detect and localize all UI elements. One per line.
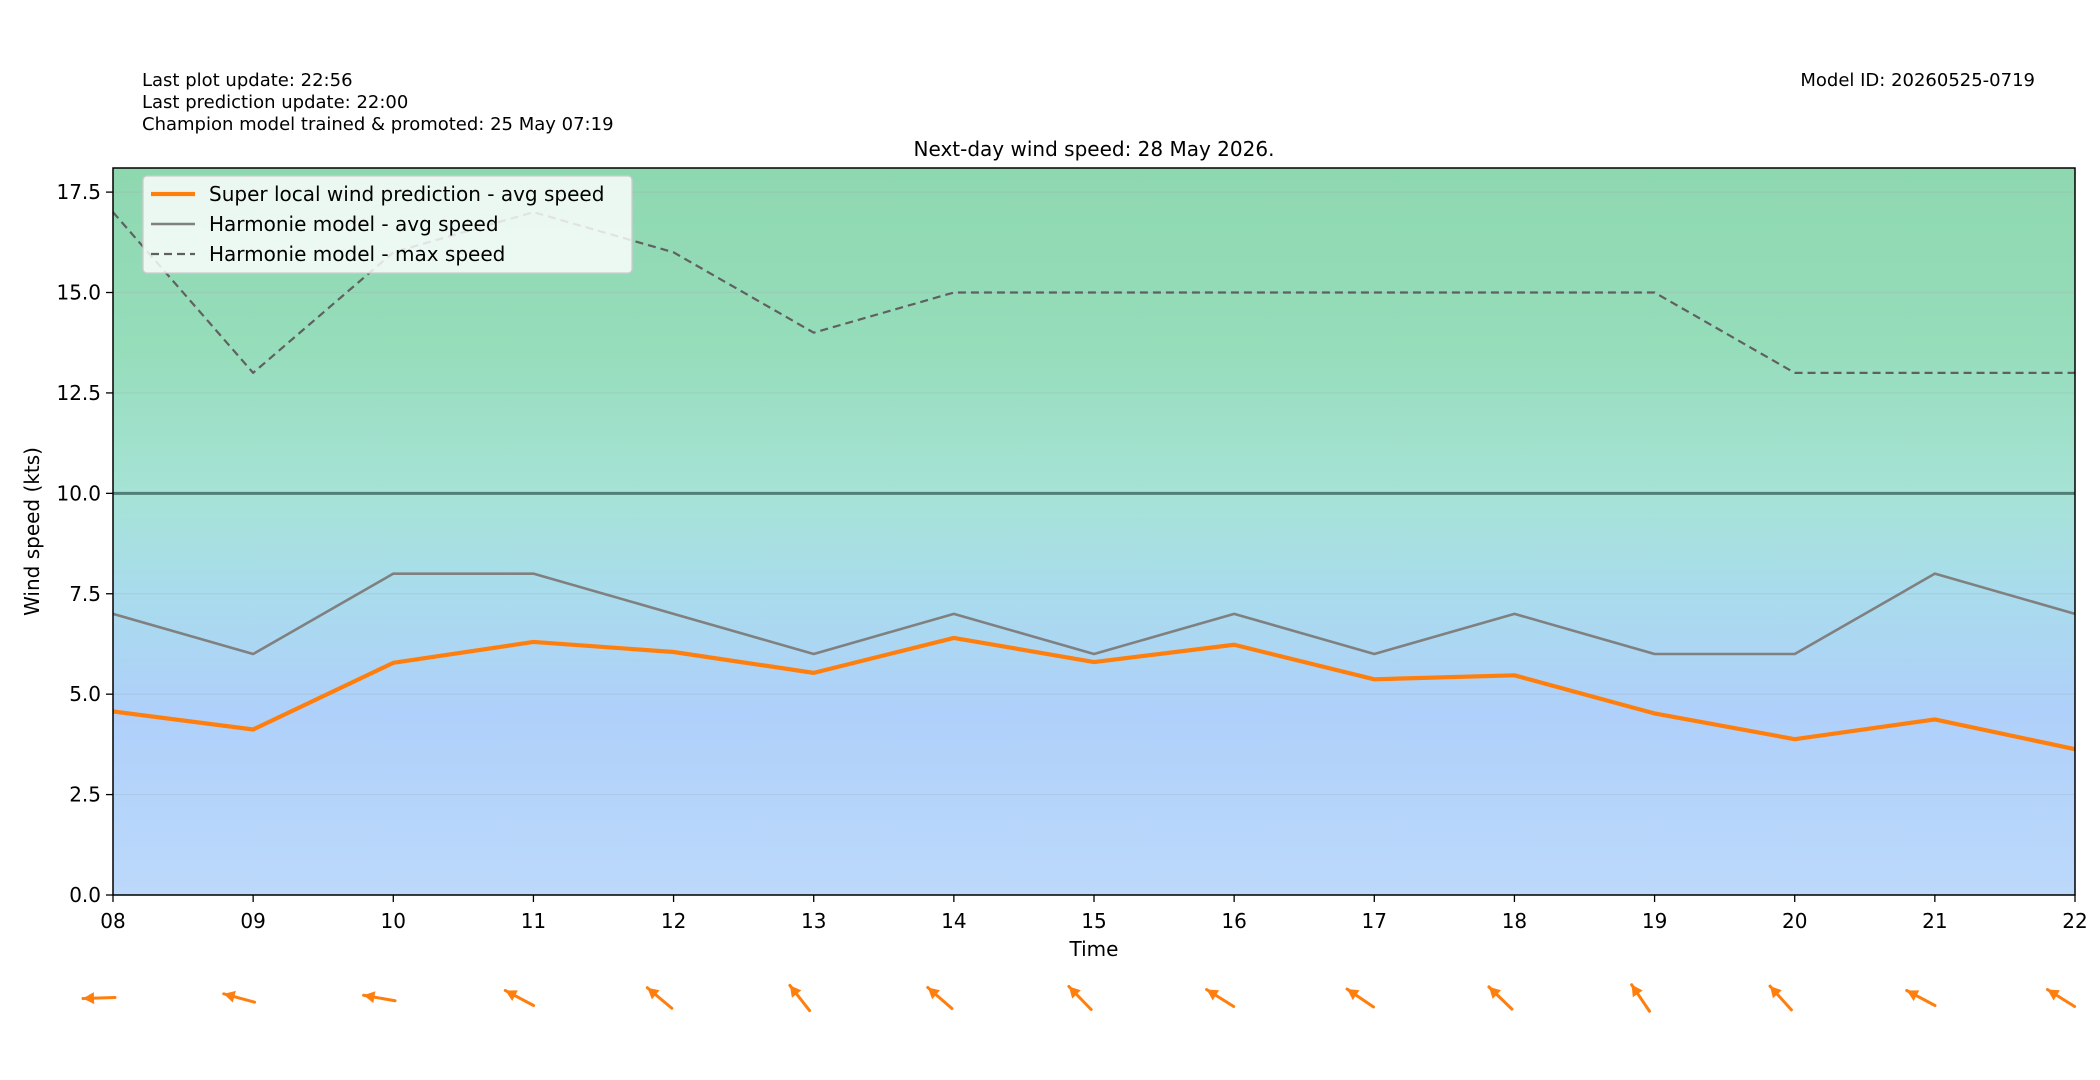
wind-arrow-head [1488, 986, 1501, 999]
y-tick-label: 12.5 [56, 381, 101, 405]
update-info: Last plot update: 22:56 Last prediction … [142, 70, 614, 136]
wind-arrow [362, 991, 397, 1004]
wind-arrow-head [1906, 990, 1920, 1001]
wind-arrow-head [789, 985, 802, 998]
x-tick-label: 08 [100, 909, 125, 933]
x-tick-label: 12 [661, 909, 686, 933]
plot-background [113, 168, 2075, 895]
x-tick-label: 15 [1081, 909, 1106, 933]
y-tick-label: 10.0 [56, 481, 101, 505]
wind-arrow [503, 988, 536, 1008]
y-tick-label: 7.5 [69, 582, 101, 606]
wind-arrow [1487, 985, 1514, 1011]
last-prediction-update: Last prediction update: 22:00 [142, 92, 409, 113]
wind-arrow [1905, 988, 1937, 1008]
wind-arrow [926, 986, 954, 1010]
wind-arrow [645, 986, 674, 1010]
legend: Super local wind prediction - avg speed H… [142, 175, 633, 274]
wind-arrow [1630, 983, 1652, 1013]
y-tick-label: 2.5 [69, 783, 101, 807]
x-axis-label: Time [1069, 937, 1119, 961]
y-tick-label: 0.0 [69, 883, 101, 907]
legend-label: Harmonie model - avg speed [209, 212, 499, 236]
wind-arrow-head [2047, 989, 2060, 1001]
wind-arrow [1768, 984, 1793, 1012]
chart-title: Next-day wind speed: 28 May 2026. [914, 137, 1275, 161]
series-line-harmonie-model-avg-speed [112, 572, 2076, 656]
wind-arrow-head [1347, 989, 1360, 1001]
wind-arrow-head [363, 991, 376, 1004]
wind-arrow-head [647, 987, 660, 1000]
wind-arrow [1067, 984, 1093, 1012]
x-tick-label: 22 [2062, 909, 2087, 933]
legend-label: Super local wind prediction - avg speed [209, 182, 604, 206]
x-tick-label: 20 [1782, 909, 1807, 933]
y-axis-label: Wind speed (kts) [20, 447, 44, 616]
series-line-super-local-wind-prediction-avg-speed [112, 635, 2076, 752]
wind-arrow-head [83, 992, 95, 1005]
x-tick-label: 17 [1362, 909, 1387, 933]
x-tick-label: 10 [381, 909, 406, 933]
wind-arrow-head [1068, 986, 1081, 999]
wind-arrow [1345, 987, 1376, 1009]
y-tick-label: 5.0 [69, 682, 101, 706]
last-plot-update: Last plot update: 22:56 [142, 70, 353, 91]
wind-arrow [222, 990, 257, 1004]
x-tick-label: 18 [1502, 909, 1527, 933]
legend-label: Harmonie model - max speed [209, 242, 505, 266]
x-tick-label: 16 [1221, 909, 1246, 933]
wind-arrow [788, 983, 812, 1013]
x-tick-label: 19 [1642, 909, 1667, 933]
wind-arrow-head [927, 987, 941, 1000]
wind-arrow-head [1206, 989, 1220, 1001]
wind-arrow-head [1770, 986, 1782, 999]
y-tick-label: 17.5 [56, 180, 101, 204]
wind-arrow [1205, 988, 1236, 1008]
champion-model-info: Champion model trained & promoted: 25 Ma… [142, 114, 614, 135]
wind-direction-arrows [81, 983, 2077, 1013]
x-tick-label: 21 [1922, 909, 1947, 933]
x-tick-label: 11 [521, 909, 546, 933]
model-id: Model ID: 20260525-0719 [1800, 70, 2035, 91]
legend-box [142, 175, 633, 274]
y-tick-label: 15.0 [56, 281, 101, 305]
x-tick-label: 13 [801, 909, 826, 933]
x-tick-label: 14 [941, 909, 966, 933]
x-tick-label: 09 [240, 909, 265, 933]
wind-arrow-head [505, 990, 518, 1001]
wind-arrow-head [223, 990, 236, 1003]
wind-arrow [2045, 988, 2077, 1008]
wind-arrow-head [1631, 984, 1643, 998]
wind-arrow [81, 992, 117, 1005]
